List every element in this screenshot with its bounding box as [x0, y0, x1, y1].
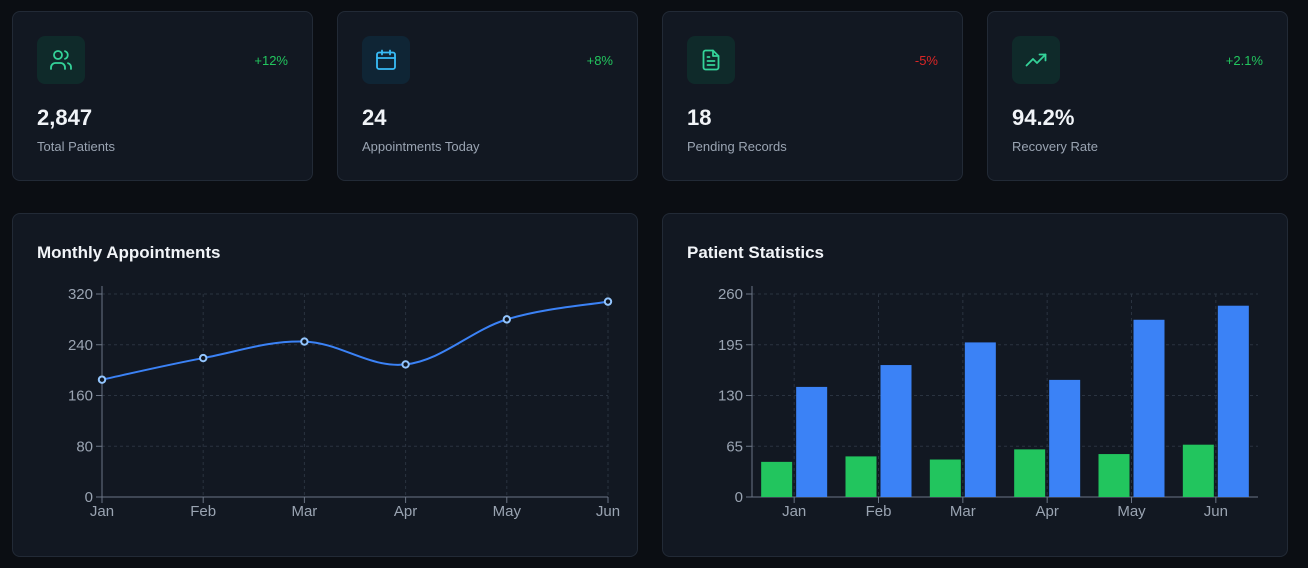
bar: [796, 386, 828, 497]
y-tick-label: 0: [85, 489, 93, 506]
x-tick-label: Jan: [782, 503, 806, 520]
x-tick-label: Jun: [1204, 503, 1228, 520]
document-icon: [687, 36, 735, 84]
stat-card-total-patients: +12% 2,847 Total Patients: [12, 11, 313, 181]
stat-value: 94.2%: [1012, 105, 1075, 130]
x-tick-label: Feb: [190, 503, 216, 520]
stat-value: 24: [362, 105, 387, 130]
calendar-icon: [362, 36, 410, 84]
monthly-appointments-card: Monthly Appointments 0 80 160 240 320 Jan Feb M…: [12, 213, 638, 557]
x-tick-label: Apr: [394, 503, 417, 520]
data-point: [401, 360, 410, 369]
stat-label: Total Patients: [37, 139, 116, 154]
stat-label: Appointments Today: [362, 139, 480, 154]
stat-card-appointments-today: +8% 24 Appointments Today: [337, 11, 638, 181]
bar: [1133, 319, 1165, 497]
bar: [1098, 454, 1130, 497]
x-tick-label: Mar: [950, 503, 976, 520]
stat-change: +2.1%: [1225, 53, 1263, 68]
y-tick-label: 160: [68, 388, 93, 405]
x-tick-label: Jun: [596, 503, 620, 520]
y-tick-label: 80: [76, 438, 93, 455]
y-tick-label: 130: [718, 388, 743, 405]
x-tick-label: May: [1117, 503, 1146, 520]
chart-title: Patient Statistics: [687, 243, 824, 262]
data-point: [97, 375, 107, 384]
patient-statistics-chart: 0 65 130 195 260 Jan Feb Mar Apr May Jun: [718, 286, 1258, 520]
stat-value: 2,847: [37, 105, 93, 130]
data-point: [300, 337, 309, 346]
data-point: [502, 315, 511, 324]
bar: [845, 456, 877, 497]
bar: [1014, 449, 1046, 497]
bar: [880, 365, 912, 497]
x-tick-label: Mar: [291, 503, 317, 520]
x-tick-label: Apr: [1035, 503, 1058, 520]
data-point: [603, 297, 613, 306]
stat-value: 18: [687, 105, 712, 130]
y-tick-label: 65: [726, 438, 743, 455]
series-line: [101, 300, 609, 381]
stat-label: Recovery Rate: [1012, 139, 1098, 154]
y-tick-label: 240: [68, 337, 93, 354]
stat-card-pending-records: -5% 18 Pending Records: [662, 11, 963, 181]
chart-title: Monthly Appointments: [37, 243, 221, 262]
data-point: [199, 353, 208, 363]
bar: [1182, 444, 1214, 497]
bar: [964, 342, 996, 497]
patient-statistics-card: Patient Statistics 0 65 130 195 260 Jan Feb Mar…: [662, 213, 1288, 557]
stat-change: +12%: [254, 53, 288, 68]
y-tick-label: 0: [735, 489, 743, 506]
x-tick-label: May: [493, 503, 522, 520]
y-tick-label: 195: [718, 337, 743, 354]
bar: [761, 461, 793, 497]
bar: [1049, 379, 1081, 497]
trending-up-icon: [1012, 36, 1060, 84]
monthly-appointments-chart: 0 80 160 240 320 Jan Feb Mar Apr May Jun: [68, 286, 620, 520]
stat-label: Pending Records: [687, 139, 787, 154]
x-tick-label: Jan: [90, 503, 114, 520]
bar: [1217, 305, 1249, 497]
stat-change: -5%: [914, 53, 938, 68]
y-tick-label: 260: [718, 286, 743, 303]
bar: [929, 459, 961, 497]
stat-change: +8%: [586, 53, 613, 68]
users-icon: [37, 36, 85, 84]
y-tick-label: 320: [68, 286, 93, 303]
stat-card-recovery-rate: +2.1% 94.2% Recovery Rate: [987, 11, 1288, 181]
x-tick-label: Feb: [866, 503, 892, 520]
